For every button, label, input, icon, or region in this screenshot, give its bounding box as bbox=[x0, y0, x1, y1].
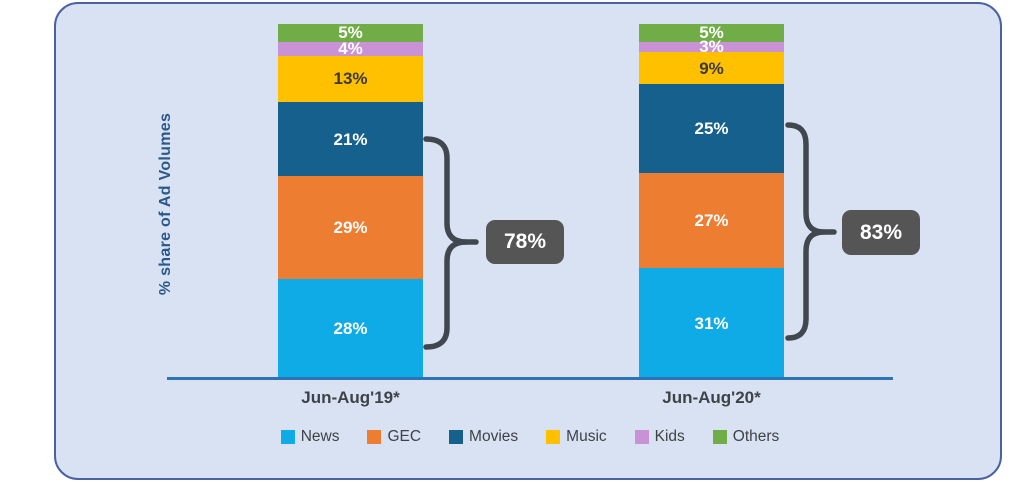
bar-segment-value: 5% bbox=[338, 23, 363, 43]
bar-segment-value: 21% bbox=[333, 129, 368, 149]
bar-segment-others: 5% bbox=[278, 24, 423, 42]
legend-label: Movies bbox=[469, 428, 519, 445]
legend-label: GEC bbox=[387, 428, 422, 445]
callout-total-2020-value: 83% bbox=[859, 220, 903, 244]
bar-segment-movies: 21% bbox=[278, 101, 423, 177]
bar-segment-kids: 4% bbox=[278, 39, 423, 59]
legend-swatch-icon bbox=[712, 430, 727, 444]
bar-segment-music: 9% bbox=[639, 52, 784, 85]
bar-segment-value: 3% bbox=[699, 37, 724, 57]
stacked-bar-jun-aug-19: 5% 4% 13% 21% 29% 28% bbox=[278, 24, 423, 378]
legend-label: Kids bbox=[654, 428, 685, 445]
legend: News GEC Movies Music Kids Others bbox=[167, 428, 893, 446]
legend-swatch-icon bbox=[367, 430, 382, 444]
x-axis-line bbox=[167, 377, 893, 380]
bar-segment-value: 27% bbox=[694, 210, 729, 230]
callout-total-2019: 78% bbox=[486, 220, 564, 264]
bar-segment-value: 4% bbox=[338, 39, 363, 59]
y-axis-title: % share of Ad Volumes bbox=[157, 112, 174, 296]
category-label-jun-aug-20: Jun-Aug'20* bbox=[662, 388, 761, 407]
legend-swatch-icon bbox=[546, 430, 561, 444]
bar-segment-value: 25% bbox=[694, 118, 729, 138]
legend-item-music: Music bbox=[546, 428, 607, 446]
bar-segment-value: 9% bbox=[699, 58, 724, 78]
legend-item-kids: Kids bbox=[634, 428, 685, 446]
bar-segment-value: 31% bbox=[694, 313, 729, 333]
legend-item-movies: Movies bbox=[449, 428, 518, 446]
bar-segment-gec: 29% bbox=[278, 176, 423, 279]
bar-segment-news: 28% bbox=[278, 278, 423, 378]
bar-segment-value: 28% bbox=[333, 318, 368, 338]
legend-item-news: News bbox=[280, 428, 340, 446]
legend-label: Others bbox=[732, 428, 780, 445]
legend-swatch-icon bbox=[634, 430, 649, 444]
legend-swatch-icon bbox=[280, 430, 295, 444]
legend-item-gec: GEC bbox=[367, 428, 421, 446]
callout-total-2019-value: 78% bbox=[503, 230, 547, 253]
bar-segment-music: 13% bbox=[278, 55, 423, 102]
callout-total-2020: 83% bbox=[842, 210, 920, 255]
legend-item-others: Others bbox=[712, 428, 780, 446]
bar-segment-news: 31% bbox=[639, 268, 784, 378]
bar-segment-value: 5% bbox=[699, 23, 724, 43]
stacked-bar-jun-aug-20: 5% 3% 9% 25% 27% 31% bbox=[639, 24, 784, 378]
bar-segment-movies: 25% bbox=[639, 84, 784, 173]
legend-label: News bbox=[300, 428, 340, 445]
bar-segment-others: 5% bbox=[639, 24, 784, 42]
bar-segment-kids: 3% bbox=[639, 38, 784, 55]
bar-segment-value: 29% bbox=[333, 218, 368, 238]
category-label-jun-aug-19: Jun-Aug'19* bbox=[301, 388, 400, 407]
legend-label: Music bbox=[566, 428, 607, 445]
legend-swatch-icon bbox=[449, 430, 464, 444]
bar-segment-value: 13% bbox=[333, 69, 368, 89]
bar-segment-gec: 27% bbox=[639, 172, 784, 269]
